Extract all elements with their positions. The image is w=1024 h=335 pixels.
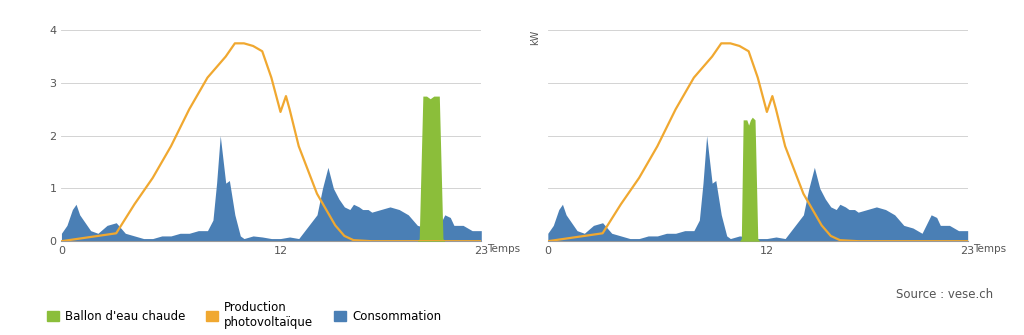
Legend: Ballon d'eau chaude, Production
photovoltaïque, Consommation: Ballon d'eau chaude, Production photovol… [47, 301, 441, 329]
Text: kW: kW [530, 30, 541, 46]
Text: Temps: Temps [973, 244, 1007, 254]
Text: Source : vese.ch: Source : vese.ch [896, 288, 993, 302]
Text: Temps: Temps [486, 244, 520, 254]
